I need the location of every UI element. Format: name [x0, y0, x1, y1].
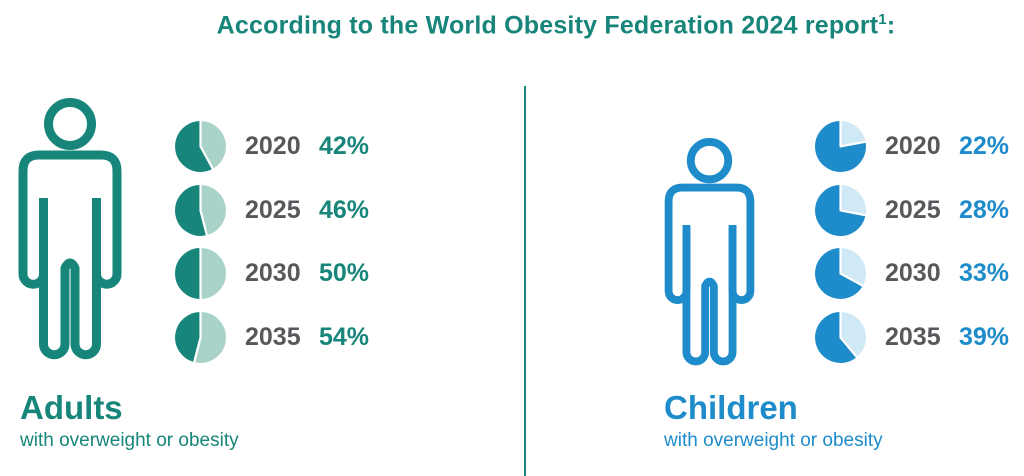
children-subheading: with overweight or obesity [664, 429, 883, 451]
adults-label-block: Adults with overweight or obesity [20, 389, 239, 452]
stat-row: 2025 28% [812, 182, 1009, 239]
pie-chart [172, 118, 229, 175]
pie-chart [812, 245, 869, 302]
children-heading: Children [664, 389, 798, 426]
stat-row: 2025 46% [172, 182, 369, 239]
adults-stats-list: 2020 42% 2025 46% 2030 50% 2035 54% [172, 118, 369, 366]
percent-value: 50% [319, 259, 370, 287]
child-person-icon [664, 138, 755, 366]
percent-value: 33% [959, 259, 1010, 287]
year-label: 2030 [885, 259, 941, 287]
year-label: 2035 [245, 322, 301, 351]
percent-value: 42% [319, 132, 370, 160]
pie-chart [172, 245, 229, 302]
stat-row: 2030 50% [172, 245, 369, 302]
stat-row: 2035 39% [812, 309, 1009, 366]
percent-value: 22% [959, 132, 1010, 160]
pie-chart [812, 309, 869, 365]
year-label: 2025 [245, 195, 301, 224]
year-label: 2035 [885, 322, 941, 351]
stat-row: 2030 33% [812, 245, 1009, 302]
adults-subheading: with overweight or obesity [20, 429, 239, 451]
stat-row: 2020 22% [812, 118, 1009, 175]
pie-chart [172, 309, 229, 365]
children-stats-list: 2020 22% 2025 28% 2030 33% 2035 39% [812, 118, 1009, 366]
year-label: 2020 [885, 132, 941, 160]
pie-chart [812, 118, 869, 175]
year-label: 2020 [245, 132, 301, 160]
pie-chart [812, 182, 869, 238]
stat-row: 2035 54% [172, 309, 369, 366]
section-divider [524, 86, 526, 476]
adults-heading: Adults [20, 389, 123, 426]
year-label: 2025 [885, 195, 941, 224]
title-footnote-marker: 1 [878, 11, 887, 28]
year-label: 2030 [245, 259, 301, 287]
percent-value: 39% [959, 322, 1010, 351]
pie-chart [172, 182, 229, 238]
percent-value: 46% [319, 195, 370, 224]
adult-person-icon [18, 98, 122, 360]
percent-value: 54% [319, 322, 370, 351]
stat-row: 2020 42% [172, 118, 369, 175]
percent-value: 28% [959, 195, 1010, 224]
children-label-block: Children with overweight or obesity [664, 389, 883, 452]
page-title: According to the World Obesity Federatio… [216, 11, 896, 40]
